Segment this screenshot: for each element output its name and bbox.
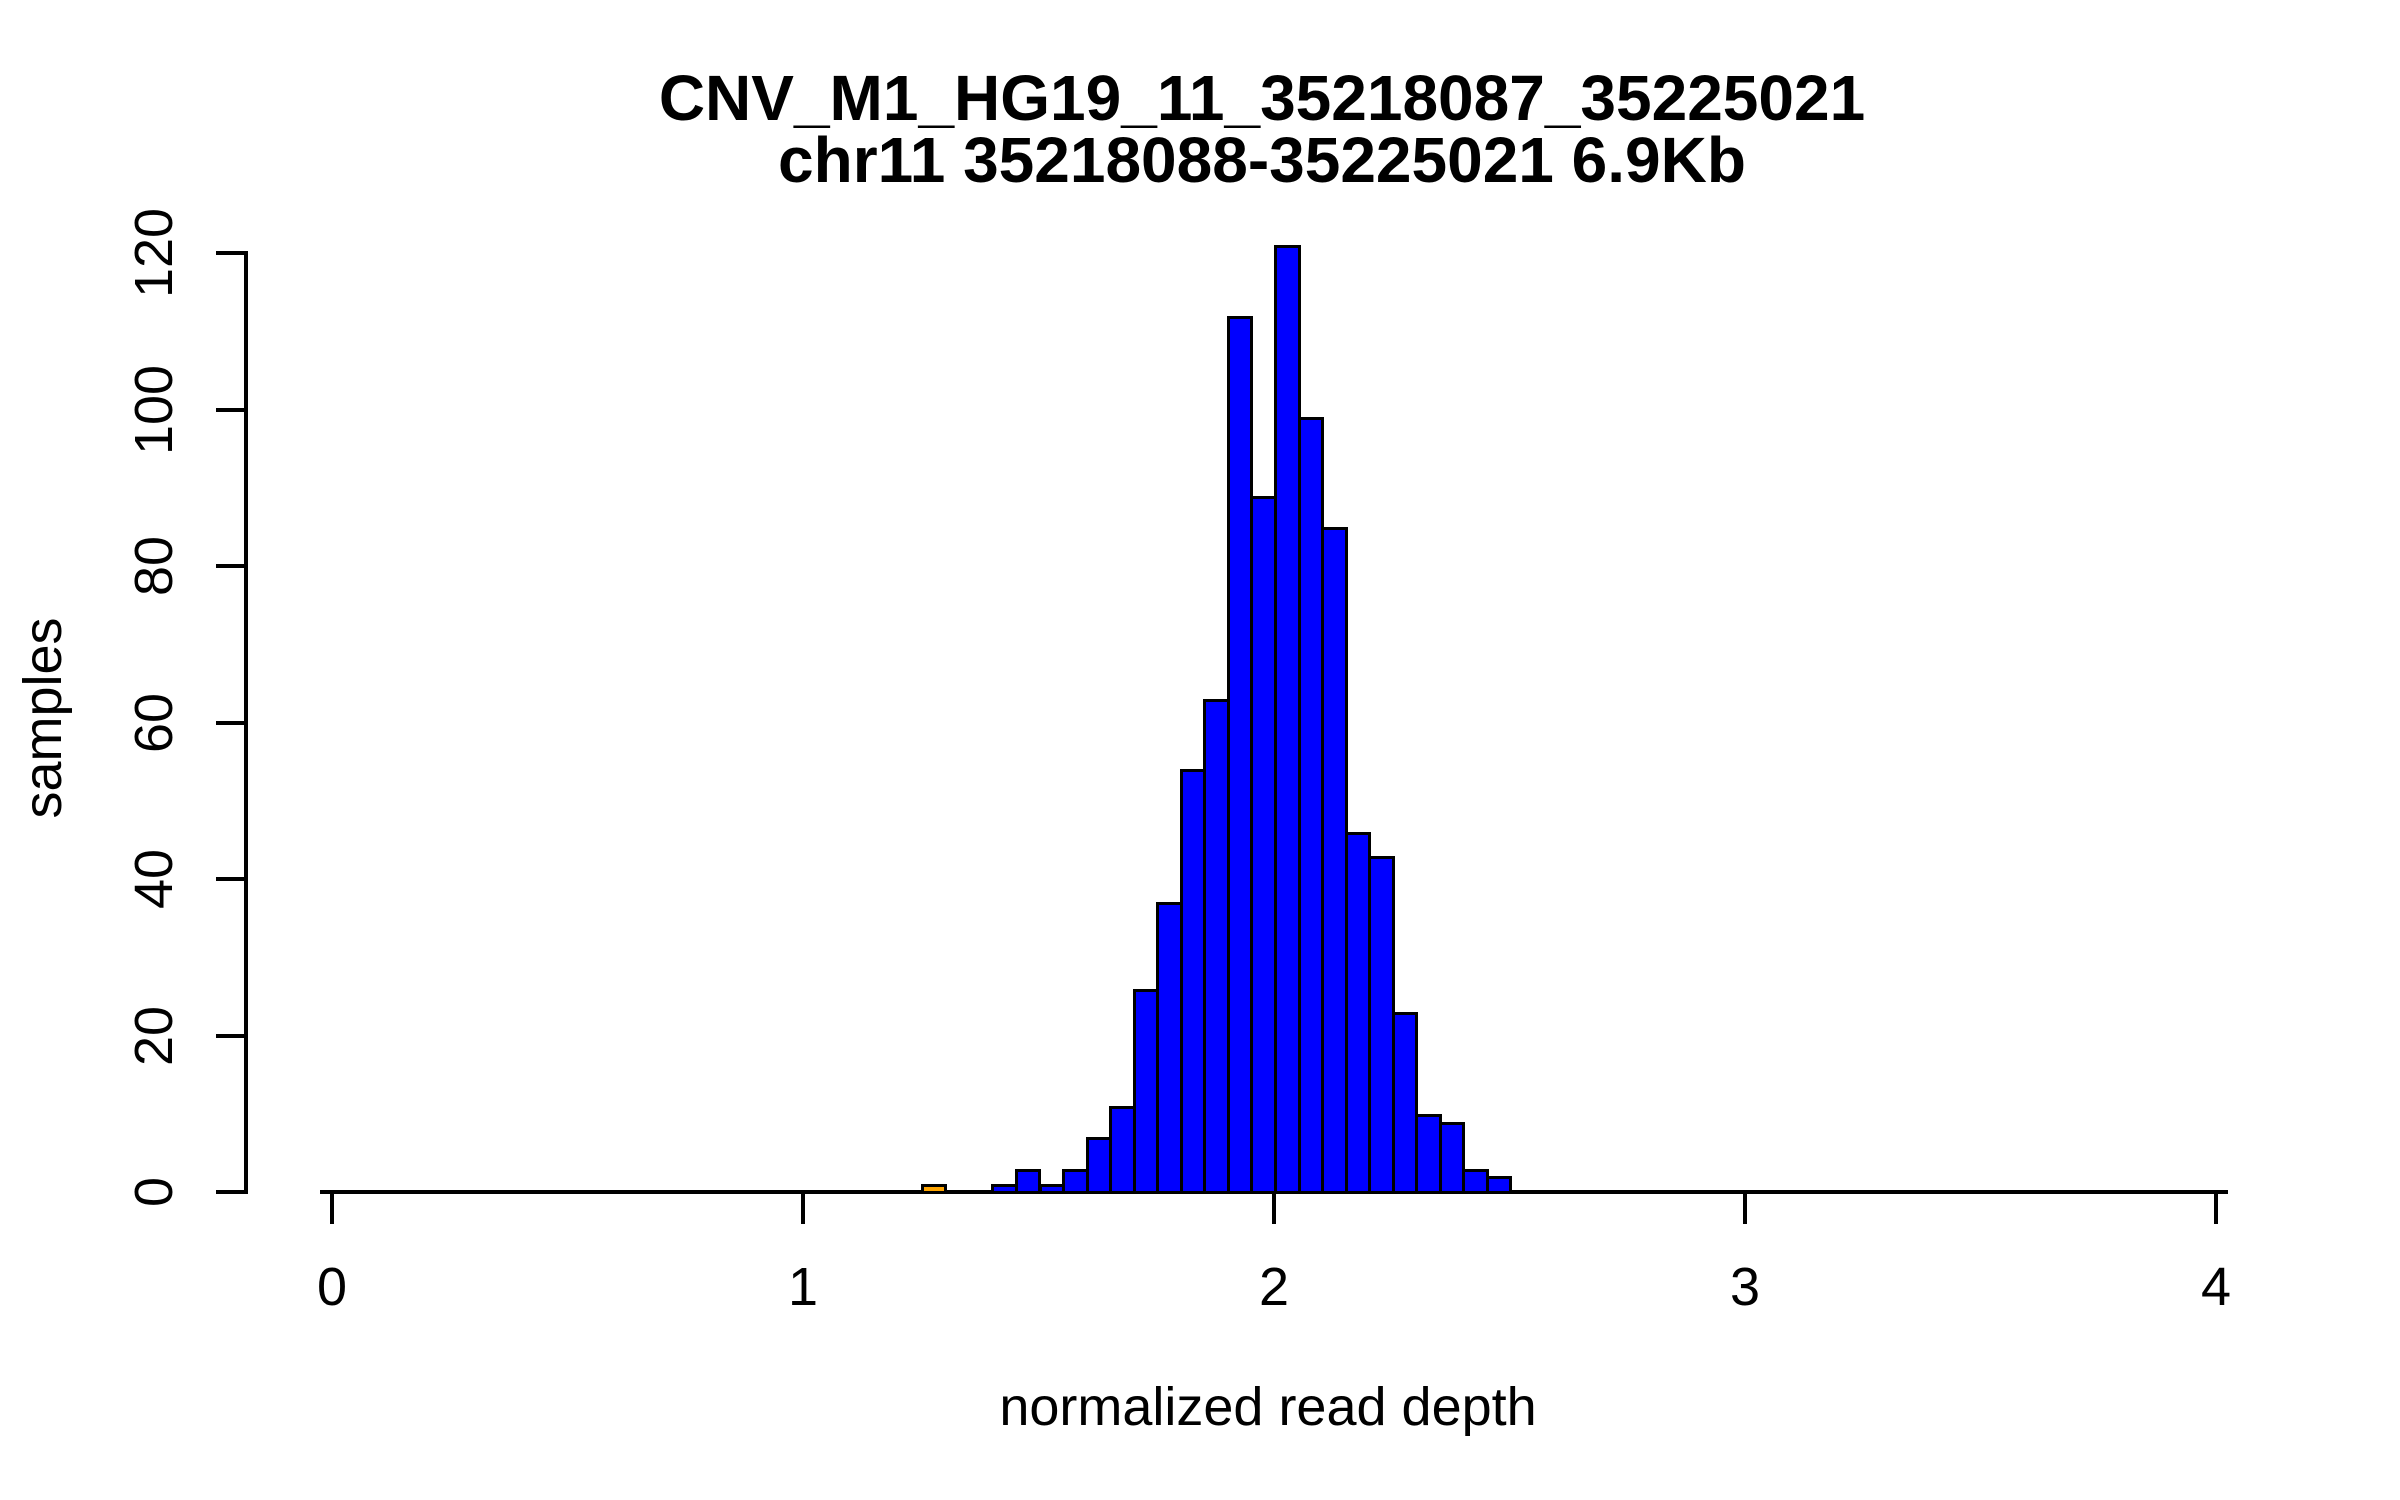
- histogram-bar: [1321, 526, 1348, 1194]
- plot-subtitle: chr11 35218088-35225021 6.9Kb: [778, 124, 1746, 196]
- histogram-bar: [1368, 855, 1395, 1194]
- histogram-bar: [1297, 417, 1325, 1194]
- plot-title: CNV_M1_HG19_11_35218087_35225021: [658, 62, 1866, 134]
- y-tick-label: 60: [124, 692, 184, 753]
- x-tick-mark: [801, 1194, 805, 1224]
- x-tick-mark: [2214, 1194, 2218, 1224]
- histogram-bar: [1156, 902, 1183, 1194]
- y-tick-mark: [216, 251, 246, 255]
- y-tick-mark: [216, 720, 246, 725]
- y-tick-mark: [216, 564, 246, 568]
- y-tick-mark: [216, 407, 246, 412]
- x-tick-label: 2: [1258, 1257, 1290, 1317]
- histogram-bar: [1485, 1176, 1513, 1194]
- x-tick-mark: [1743, 1194, 1747, 1224]
- histogram-bar: [1014, 1168, 1042, 1194]
- y-tick-label: 20: [124, 1005, 184, 1066]
- x-tick-mark: [1272, 1194, 1276, 1224]
- histogram-bar: [1132, 988, 1160, 1194]
- y-tick-label: 80: [124, 535, 184, 597]
- y-axis-line: [244, 251, 248, 1194]
- y-tick-label: 40: [124, 848, 184, 910]
- histogram-bar: [1391, 1012, 1419, 1194]
- histogram-bar-outlier: [920, 1184, 948, 1194]
- histogram-bar: [1250, 495, 1277, 1194]
- x-tick-label: 0: [316, 1257, 348, 1317]
- y-tick-mark: [216, 1190, 246, 1194]
- histogram-bar: [1344, 832, 1372, 1194]
- x-tick-label: 4: [2200, 1257, 2232, 1317]
- y-tick-label: 0: [124, 1176, 184, 1208]
- y-tick-mark: [216, 877, 246, 881]
- y-axis-title: samples: [13, 617, 73, 819]
- y-tick-label: 100: [124, 364, 184, 455]
- x-tick-mark: [330, 1194, 334, 1224]
- histogram-bar: [1438, 1121, 1466, 1194]
- x-tick-label: 1: [787, 1257, 819, 1317]
- y-tick-label: 120: [124, 207, 184, 299]
- x-tick-label: 3: [1729, 1257, 1761, 1317]
- y-tick-mark: [216, 1033, 246, 1038]
- x-axis-title: normalized read depth: [999, 1377, 1537, 1437]
